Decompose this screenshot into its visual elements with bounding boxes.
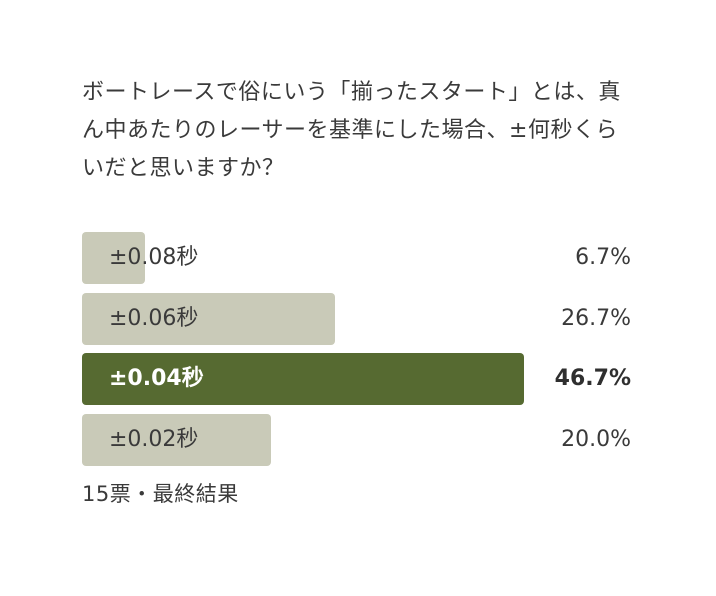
poll-option[interactable]: ±0.04秒 46.7% (82, 353, 634, 405)
poll-option-percent: 6.7% (575, 245, 631, 270)
poll-option-bar (82, 232, 145, 284)
poll-option-bar (82, 413, 271, 466)
poll-option-percent: 46.7% (554, 366, 631, 391)
poll-option-label: ±0.02秒 (109, 426, 199, 452)
poll-option-label: ±0.04秒 (109, 366, 204, 391)
poll: ボートレースで俗にいう「揃ったスタート」とは、真ん中あたりのレーサーを基準にした… (82, 74, 634, 508)
poll-option-bar (82, 353, 524, 405)
poll-option-percent: 20.0% (561, 426, 631, 452)
poll-options: ±0.08秒 6.7% ±0.06秒 26.7% ±0.04秒 46.7% ±0… (82, 232, 634, 466)
poll-option-bar (82, 292, 335, 345)
poll-question: ボートレースで俗にいう「揃ったスタート」とは、真ん中あたりのレーサーを基準にした… (82, 80, 621, 181)
poll-option-percent: 26.7% (561, 305, 631, 331)
poll-option[interactable]: ±0.02秒 20.0% (82, 413, 634, 466)
poll-option-label: ±0.08秒 (109, 245, 199, 270)
poll-footer: 15票・最終結果 (82, 481, 239, 506)
poll-option[interactable]: ±0.06秒 26.7% (82, 292, 634, 345)
poll-option-label: ±0.06秒 (109, 305, 199, 331)
poll-option[interactable]: ±0.08秒 6.7% (82, 232, 634, 284)
